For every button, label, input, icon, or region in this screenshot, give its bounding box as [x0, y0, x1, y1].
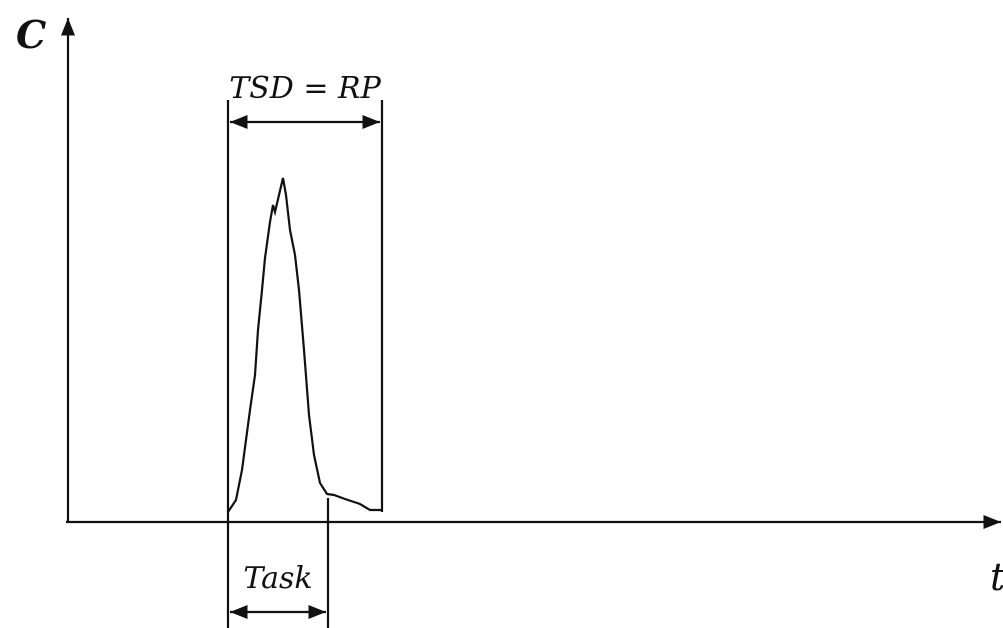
x-axis-label: t: [990, 555, 1003, 599]
task-label: Task: [243, 561, 312, 596]
window-label: TSD = RP: [229, 71, 381, 106]
y-axis-label: C: [16, 12, 46, 57]
concentration-curve: [227, 177, 382, 513]
